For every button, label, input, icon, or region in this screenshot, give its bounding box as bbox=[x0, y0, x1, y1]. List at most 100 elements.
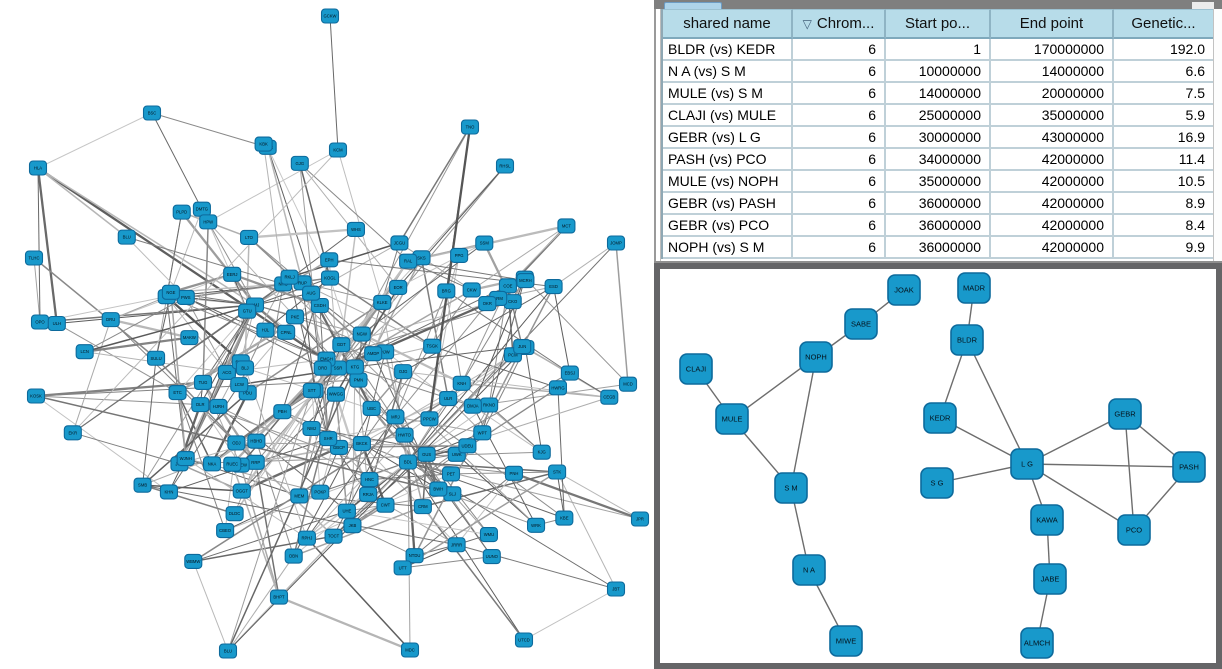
node[interactable]: PET bbox=[441, 466, 461, 482]
node[interactable]: RKNO bbox=[480, 397, 499, 413]
node[interactable]: KHN bbox=[159, 484, 178, 500]
node[interactable]: UHE bbox=[337, 503, 356, 519]
node[interactable]: AUG bbox=[302, 285, 321, 301]
node[interactable]: PKE bbox=[285, 309, 305, 325]
table-right-scroll-strip[interactable] bbox=[1213, 9, 1222, 261]
node[interactable]: JKB bbox=[343, 518, 362, 534]
node[interactable]: ESD bbox=[544, 279, 563, 295]
node[interactable]: AMDP bbox=[364, 346, 383, 362]
node-PASH[interactable]: PASH bbox=[1172, 451, 1206, 483]
node[interactable]: LTO bbox=[240, 229, 259, 245]
node-L-G[interactable]: L G bbox=[1010, 448, 1044, 480]
node[interactable]: NGW bbox=[352, 326, 371, 342]
node[interactable]: WBMW bbox=[184, 553, 203, 569]
node[interactable]: EBSJ bbox=[560, 365, 579, 381]
node-GEBR[interactable]: GEBR bbox=[1108, 398, 1142, 430]
table-row[interactable]: MULE (vs) S M 6 14000000 20000000 7.5 bbox=[663, 83, 1215, 105]
table-cell[interactable]: 6.6 bbox=[1114, 61, 1215, 83]
node[interactable]: MCT bbox=[557, 218, 576, 234]
table-cell[interactable]: 6 bbox=[793, 61, 886, 83]
node[interactable]: CKW bbox=[462, 282, 481, 298]
node[interactable]: HJL bbox=[256, 322, 275, 338]
table-cell[interactable]: 6 bbox=[793, 127, 886, 149]
node[interactable]: UBC bbox=[362, 400, 381, 417]
table-cell[interactable]: 25000000 bbox=[886, 105, 991, 127]
table-cell[interactable]: 14000000 bbox=[991, 61, 1114, 83]
node[interactable]: JCGU bbox=[390, 235, 409, 251]
node[interactable]: PLPD bbox=[172, 204, 191, 220]
node[interactable]: NGE bbox=[161, 284, 180, 300]
node[interactable]: JRRR bbox=[447, 537, 466, 553]
node[interactable]: DRD bbox=[313, 360, 332, 376]
node-MADR[interactable]: MADR bbox=[957, 272, 991, 304]
table-cell[interactable]: NOPH (vs) S M bbox=[663, 237, 793, 259]
node-MIWE[interactable]: MIWE bbox=[829, 625, 863, 657]
table-row[interactable]: GEBR (vs) PCO 6 36000000 42000000 8.4 bbox=[663, 215, 1215, 237]
node[interactable]: PBH bbox=[273, 404, 292, 420]
node[interactable]: MRJ bbox=[386, 409, 405, 425]
node[interactable]: OPO bbox=[30, 314, 50, 330]
node[interactable]: BHPT bbox=[269, 589, 289, 605]
large-network-canvas[interactable]: SSRBDLAMJGCKWKCMHLABSCTNOJOMPRHSLTLHCOPO… bbox=[0, 0, 654, 669]
node[interactable]: RHSL bbox=[495, 158, 515, 174]
node[interactable]: UTT bbox=[393, 560, 412, 576]
node[interactable]: SULU bbox=[147, 350, 166, 366]
node[interactable]: LCW bbox=[230, 377, 249, 393]
table-cell[interactable]: 6 bbox=[793, 193, 886, 215]
node[interactable]: JOMP bbox=[606, 235, 626, 251]
node[interactable]: MEM bbox=[290, 488, 309, 504]
node[interactable]: TUG bbox=[193, 374, 213, 391]
node[interactable]: WHS bbox=[346, 221, 366, 237]
node[interactable]: PPCW bbox=[420, 411, 439, 427]
node[interactable]: EERJ bbox=[223, 266, 242, 282]
node[interactable]: UTCD bbox=[514, 632, 534, 648]
node-BLDR[interactable]: BLDR bbox=[950, 324, 984, 356]
table-cell[interactable]: 42000000 bbox=[991, 171, 1114, 193]
table-cell[interactable]: 43000000 bbox=[991, 127, 1114, 149]
node[interactable]: PNH bbox=[504, 465, 524, 481]
table-cell[interactable]: 36000000 bbox=[886, 237, 991, 259]
node[interactable]: TNO bbox=[460, 119, 480, 135]
table-cell[interactable]: 6 bbox=[793, 39, 886, 61]
node-SABE[interactable]: SABE bbox=[844, 308, 878, 340]
table-cell[interactable]: 10.5 bbox=[1114, 171, 1215, 193]
node[interactable]: RUEC bbox=[223, 456, 242, 472]
node[interactable]: CRM bbox=[413, 499, 432, 515]
node-NOPH[interactable]: NOPH bbox=[799, 341, 833, 373]
node[interactable]: KCM bbox=[328, 142, 348, 158]
table-row[interactable]: GEBR (vs) L G 6 30000000 43000000 16.9 bbox=[663, 127, 1215, 149]
node[interactable]: RPHJ bbox=[297, 530, 316, 546]
table-cell[interactable]: 16.9 bbox=[1114, 127, 1215, 149]
node[interactable]: KBK bbox=[254, 136, 273, 152]
node[interactable]: HBHD bbox=[247, 433, 266, 449]
node-JABE[interactable]: JABE bbox=[1033, 563, 1067, 595]
table-left-scroll-strip[interactable] bbox=[654, 9, 661, 261]
table-cell[interactable]: PASH (vs) PCO bbox=[663, 149, 793, 171]
node[interactable]: CWT bbox=[376, 497, 395, 513]
table-row[interactable]: CLAJI (vs) MULE 6 25000000 35000000 5.9 bbox=[663, 105, 1215, 127]
node[interactable]: HNC bbox=[360, 472, 379, 488]
table-cell[interactable]: 1 bbox=[886, 39, 991, 61]
node[interactable]: ULH bbox=[47, 315, 66, 332]
node[interactable]: BLU bbox=[218, 643, 238, 659]
large-network-view[interactable]: SSRBDLAMJGCKWKCMHLABSCTNOJOMPRHSLTLHCOPO… bbox=[0, 0, 655, 669]
table-cell[interactable]: 34000000 bbox=[886, 149, 991, 171]
node[interactable]: SHR bbox=[319, 430, 338, 447]
node[interactable]: RRP bbox=[246, 454, 265, 470]
node-N-A[interactable]: N A bbox=[792, 554, 826, 586]
node[interactable]: KOSK bbox=[26, 388, 46, 404]
node[interactable]: WMU bbox=[479, 527, 498, 543]
node-KAWA[interactable]: KAWA bbox=[1030, 504, 1064, 536]
node[interactable]: OGGT bbox=[232, 483, 251, 499]
node[interactable]: UDEU bbox=[458, 438, 477, 454]
node[interactable]: PMN bbox=[349, 372, 368, 388]
node[interactable]: KLKE bbox=[373, 294, 392, 310]
node[interactable]: JPR bbox=[630, 511, 650, 527]
table-cell[interactable]: CLAJI (vs) MULE bbox=[663, 105, 793, 127]
table-cell[interactable]: 42000000 bbox=[991, 149, 1114, 171]
table-cell[interactable]: 36000000 bbox=[886, 215, 991, 237]
node[interactable]: EKR bbox=[63, 425, 82, 441]
node[interactable]: BKCK bbox=[352, 436, 371, 452]
node[interactable]: TLHC bbox=[24, 250, 44, 266]
